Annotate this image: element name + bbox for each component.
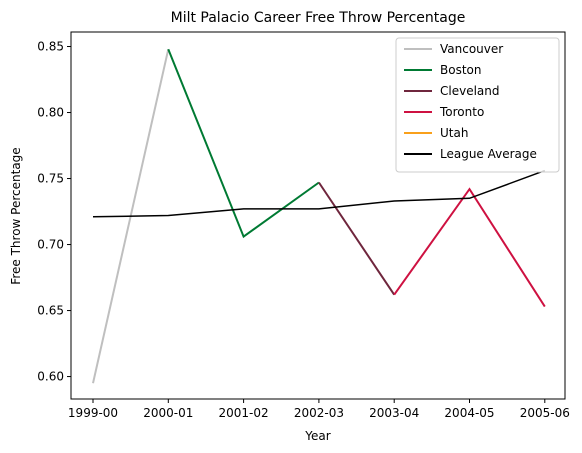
x-tick-label: 2002-03 <box>294 406 344 420</box>
series-line-boston <box>167 48 320 239</box>
series-line-league-average <box>92 169 546 218</box>
y-tick-label: 0.65 <box>37 304 64 318</box>
legend-box <box>395 37 560 173</box>
legend: Vancouver Boston Cleveland Toronto Utah Leagu… <box>395 37 560 173</box>
x-tick-label: 2004-05 <box>444 406 494 420</box>
x-axis-label: Year <box>304 429 330 443</box>
legend-label-vancouver: Vancouver <box>440 42 503 56</box>
legend-label-boston: Boston <box>440 63 481 77</box>
series-line-cleveland <box>318 181 396 296</box>
y-tick-label: 0.75 <box>37 172 64 186</box>
x-tick-label: 2001-02 <box>219 406 269 420</box>
y-tick-label: 0.80 <box>37 106 64 120</box>
plot-frame <box>70 31 566 400</box>
y-axis-label: Free Throw Percentage <box>9 147 23 284</box>
y-tick-label: 0.60 <box>37 370 64 384</box>
y-tick-label: 0.70 <box>37 238 64 252</box>
legend-label-cleveland: Cleveland <box>440 84 500 98</box>
x-tick-label: 2003-04 <box>369 406 419 420</box>
y-tick-label: 0.85 <box>37 40 64 54</box>
series-line-toronto <box>393 187 546 308</box>
series-layer <box>92 48 546 384</box>
legend-label-toronto: Toronto <box>439 105 484 119</box>
x-tick-label: 2000-01 <box>143 406 193 420</box>
ticks-layer: 1999-00 2000-01 2001-02 2002-03 2003-04 2004-… <box>37 40 570 420</box>
x-tick-label: 2005-06 <box>520 406 570 420</box>
chart-title: Milt Palacio Career Free Throw Percentag… <box>171 10 466 26</box>
legend-label-league-average: League Average <box>440 147 537 161</box>
legend-label-utah: Utah <box>440 126 468 140</box>
x-tick-label: 1999-00 <box>68 406 118 420</box>
